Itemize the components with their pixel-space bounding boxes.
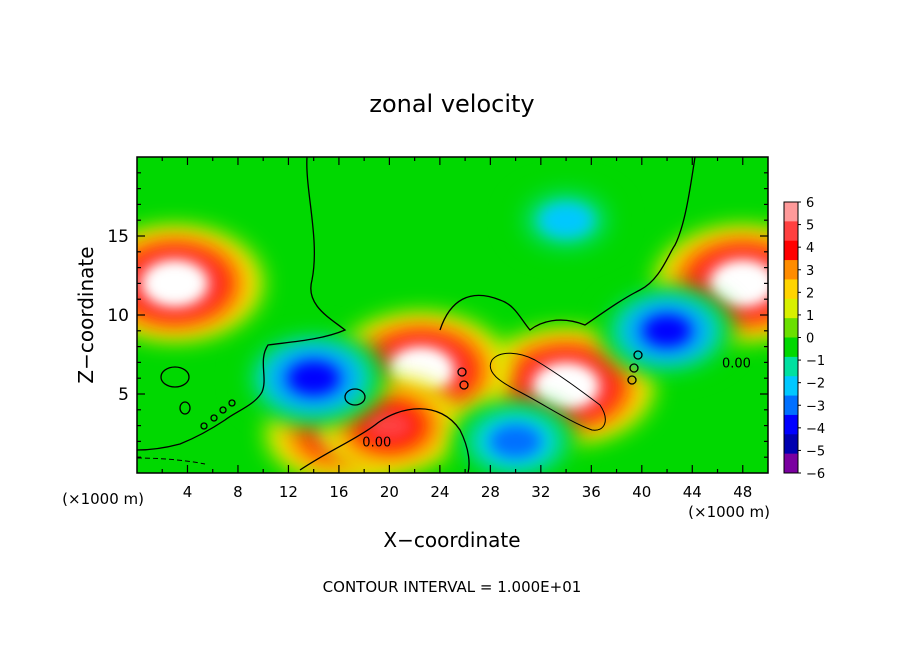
y-tick-label: 15 xyxy=(107,227,129,247)
colorbar-label: −1 xyxy=(806,354,825,369)
x-tick-label: 8 xyxy=(233,483,243,501)
contour-loop xyxy=(344,388,366,406)
x-tick-label: 24 xyxy=(430,483,449,501)
colorbar-swatch xyxy=(784,202,798,222)
y-tick-labels: 5 10 15 xyxy=(107,227,129,405)
colorbar-label: −5 xyxy=(806,444,825,459)
field-blob-core xyxy=(143,262,207,305)
x-tick-label: 44 xyxy=(683,483,702,501)
x-tick-label: 32 xyxy=(531,483,550,501)
colorbar-swatch xyxy=(784,260,798,280)
contour-loop xyxy=(627,375,637,385)
colorbar-label: 6 xyxy=(806,196,814,211)
zero-contour-low xyxy=(299,408,470,473)
colorbar-label: −6 xyxy=(806,467,825,482)
colorbar-label: 3 xyxy=(806,264,814,279)
x-unit-label: (×1000 m) xyxy=(688,503,770,521)
colorbar-swatch xyxy=(784,414,798,435)
contour-lines xyxy=(137,157,696,473)
field-blob-9 xyxy=(490,425,541,458)
field-blob-8 xyxy=(289,362,338,394)
field-blob-core xyxy=(534,365,598,408)
contour-loop xyxy=(228,399,236,407)
contour-loop xyxy=(179,401,191,415)
colorbar-label: 5 xyxy=(806,219,814,234)
x-axis-label: X−coordinate xyxy=(383,528,520,552)
field-blobs xyxy=(137,186,768,473)
colorbar-label: 2 xyxy=(806,286,814,301)
colorbar-label: −3 xyxy=(806,399,825,414)
x-tick-label: 36 xyxy=(582,483,601,501)
y-unit-label: (×1000 m) xyxy=(62,490,144,508)
y-tick-label: 10 xyxy=(107,306,129,326)
colorbar-swatch xyxy=(784,337,798,358)
contour-loop xyxy=(459,380,469,390)
y-tick-label: 5 xyxy=(118,385,129,405)
colorbar-swatch xyxy=(784,395,798,416)
x-tick-label: 12 xyxy=(279,483,298,501)
field-blob-core xyxy=(711,262,768,305)
contour-loop xyxy=(160,366,190,388)
chart-title: zonal velocity xyxy=(369,90,534,118)
colorbar-swatch xyxy=(784,356,798,377)
field-blob-5 xyxy=(365,410,414,442)
contour-loop xyxy=(457,367,467,377)
colorbar-swatch xyxy=(784,298,798,319)
colorbar-swatch xyxy=(784,376,798,397)
y-axis-label: Z−coordinate xyxy=(74,246,98,383)
plot-area xyxy=(137,157,768,473)
colorbar-swatch xyxy=(784,453,798,474)
x-tick-label: 40 xyxy=(632,483,651,501)
x-tick-label: 48 xyxy=(733,483,752,501)
colorbar-swatch xyxy=(784,221,798,242)
x-tick-label: 16 xyxy=(329,483,348,501)
x-tick-labels: 4 8 12 16 20 24 28 32 36 40 44 48 xyxy=(183,483,753,501)
contour-loop xyxy=(633,350,643,360)
contour-label-group: 0.00 0.00 xyxy=(362,356,751,450)
x-tick-label: 4 xyxy=(183,483,193,501)
contour-loop xyxy=(629,363,639,373)
contour-label: 0.00 xyxy=(362,435,391,450)
field-blob-7 xyxy=(644,316,690,346)
zero-contour-mid xyxy=(439,157,696,331)
colorbar-label: 0 xyxy=(806,332,814,347)
colorbar-label: 1 xyxy=(806,309,814,324)
contour-loop xyxy=(219,406,227,414)
contour-interval-note: CONTOUR INTERVAL = 1.000E+01 xyxy=(323,578,582,596)
zero-contour-main xyxy=(137,157,347,451)
contour-label: 0.00 xyxy=(722,356,751,371)
colorbar-swatch xyxy=(784,434,798,455)
colorbar-label: −4 xyxy=(806,422,825,437)
axis-ticks xyxy=(137,157,768,473)
colorbar-swatch xyxy=(784,240,798,261)
colorbar: 6 5 4 3 2 1 0 −1 −2 −3 −4 −5 −6 xyxy=(783,196,825,482)
colorbar-label: −2 xyxy=(806,377,825,392)
contour-loop xyxy=(200,422,208,430)
field-blob-6 xyxy=(539,203,593,237)
x-tick-label: 20 xyxy=(380,483,399,501)
contour-negative-10 xyxy=(137,457,206,465)
colorbar-swatch xyxy=(784,318,798,338)
colorbar-swatch xyxy=(784,279,798,300)
x-tick-label: 28 xyxy=(481,483,500,501)
contour-positive-10 xyxy=(489,352,606,431)
contour-loop xyxy=(210,414,218,422)
colorbar-label: 4 xyxy=(806,241,814,256)
